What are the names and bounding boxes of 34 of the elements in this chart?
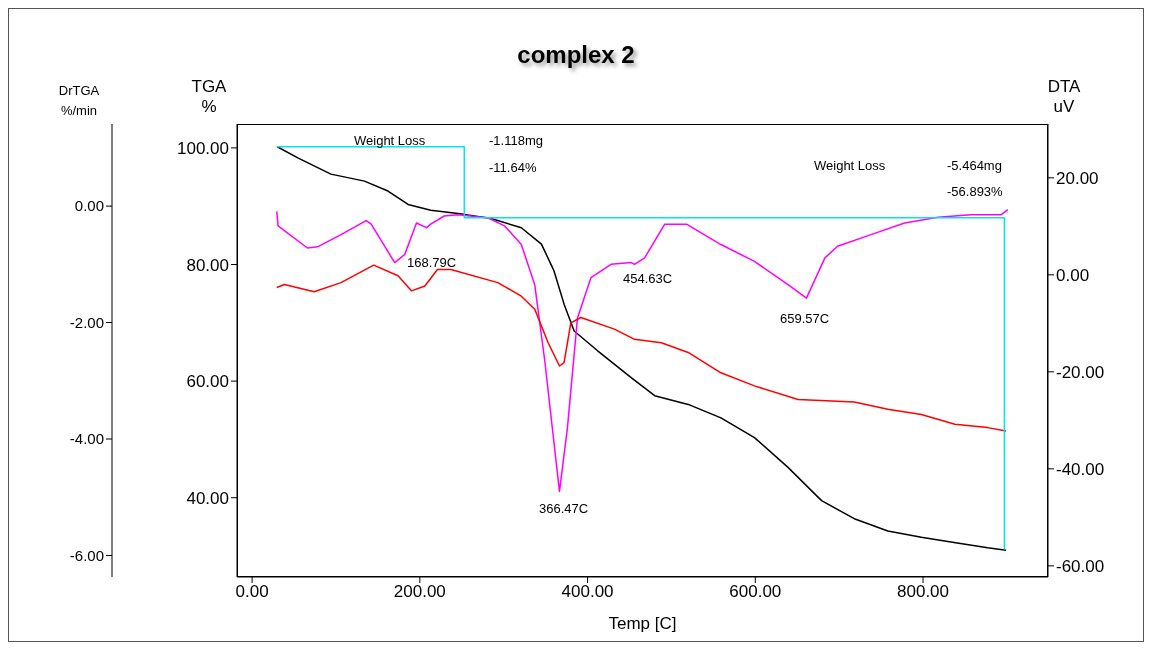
y-tick-label: 80.00: [186, 255, 229, 275]
annotation: Weight Loss: [814, 158, 886, 173]
chart-title: complex 2: [516, 41, 636, 69]
annotation: 366.47C: [539, 501, 589, 516]
annotation: Weight Loss: [354, 133, 426, 148]
y2-tick-label: 20.00: [1056, 168, 1099, 188]
y3-axis-title: DrTGA %/min: [57, 82, 101, 120]
x-tick-label: 0.00: [235, 582, 269, 602]
y3-tick-label: 0.00: [74, 197, 104, 215]
y-tick-label: 40.00: [186, 488, 229, 508]
y2-axis-title: DTA uV: [1046, 77, 1082, 117]
x-tick-label: 800.00: [897, 582, 950, 602]
x-tick-label: 200.00: [393, 582, 446, 602]
y3-tick-label: -2.00: [69, 313, 104, 331]
x-axis-title: Temp [C]: [608, 614, 677, 633]
annotation: 168.79C: [407, 255, 457, 270]
annotation: -1.118mg: [489, 133, 543, 148]
y2-tick-label: -40.00: [1056, 459, 1105, 479]
annotation: 659.57C: [780, 311, 830, 326]
y-axis-title: TGA %: [190, 77, 228, 117]
y-tick-label: 100.00: [177, 138, 229, 158]
y2-tick-label: -20.00: [1056, 362, 1105, 382]
annotation: -5.464mg: [947, 158, 1002, 173]
x-tick-label: 400.00: [561, 582, 614, 602]
y-tick-label: 60.00: [186, 372, 229, 392]
y2-tick-label: -60.00: [1056, 556, 1105, 576]
y3-tick-label: -6.00: [69, 546, 104, 564]
line-series: [276, 208, 1009, 493]
annotation: -11.64%: [489, 160, 537, 175]
y3-tick-label: -4.00: [69, 430, 104, 448]
annotation: 454.63C: [623, 271, 673, 286]
y2-tick-label: 0.00: [1056, 265, 1090, 285]
x-tick-label: 600.00: [729, 582, 782, 602]
annotation: -56.893%: [947, 184, 1003, 199]
